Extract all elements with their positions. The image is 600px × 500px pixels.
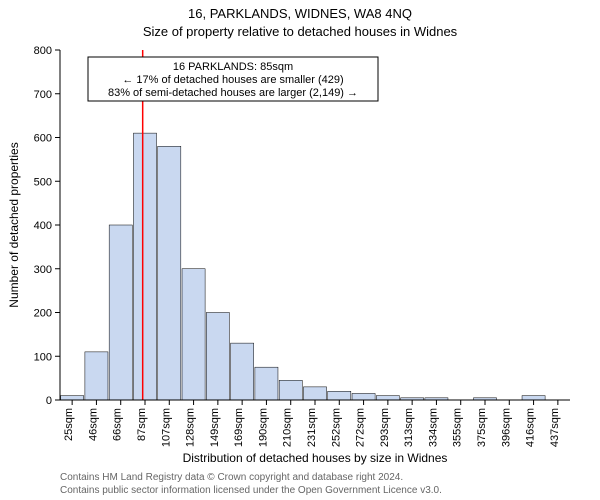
x-tick-label: 313sqm [403, 408, 415, 447]
y-tick-label: 300 [34, 264, 52, 276]
x-tick-label: 334sqm [427, 408, 439, 447]
x-tick-label: 355sqm [452, 408, 464, 447]
y-tick-label: 0 [46, 395, 52, 407]
x-tick-label: 190sqm [257, 408, 269, 447]
histogram-bar [255, 367, 278, 400]
x-tick-label: 416sqm [525, 408, 537, 447]
histogram-bar [352, 393, 375, 400]
histogram-bar [231, 343, 254, 400]
footer-line2: Contains public sector information licen… [60, 485, 442, 496]
y-tick-label: 400 [34, 220, 52, 232]
y-tick-label: 100 [34, 351, 52, 363]
x-tick-label: 149sqm [209, 408, 221, 447]
annotation-line2: ← 17% of detached houses are smaller (42… [122, 74, 343, 86]
x-tick-label: 107sqm [160, 408, 172, 447]
x-tick-label: 87sqm [136, 408, 148, 441]
footer-line1: Contains HM Land Registry data © Crown c… [60, 472, 403, 483]
x-tick-label: 252sqm [330, 408, 342, 447]
x-tick-label: 231sqm [306, 408, 318, 447]
histogram-bar [376, 396, 399, 400]
x-tick-label: 210sqm [282, 408, 294, 447]
y-tick-label: 700 [34, 89, 52, 101]
x-tick-label: 66sqm [112, 408, 124, 441]
histogram-bar [109, 225, 132, 400]
chart-svg: 16, PARKLANDS, WIDNES, WA8 4NQ Size of pr… [0, 0, 600, 500]
x-tick-label: 272sqm [355, 408, 367, 447]
x-tick-label: 437sqm [549, 408, 561, 447]
x-axis-label: Distribution of detached houses by size … [183, 451, 448, 465]
title-subtitle: Size of property relative to detached ho… [143, 24, 458, 39]
annotation-line3: 83% of semi-detached houses are larger (… [108, 87, 358, 99]
x-tick-label: 128sqm [185, 408, 197, 447]
histogram-bar [206, 313, 229, 401]
histogram-bar [133, 133, 156, 400]
y-tick-label: 800 [34, 45, 52, 57]
histogram-bar [303, 387, 326, 400]
y-tick-label: 500 [34, 176, 52, 188]
histogram-bar [85, 352, 108, 400]
property-size-chart: 16, PARKLANDS, WIDNES, WA8 4NQ Size of pr… [0, 0, 600, 500]
y-axis-label: Number of detached properties [7, 142, 21, 307]
y-tick-label: 600 [34, 133, 52, 145]
y-tick-label: 200 [34, 308, 52, 320]
title-address: 16, PARKLANDS, WIDNES, WA8 4NQ [188, 6, 412, 21]
histogram-bar [328, 391, 351, 400]
x-tick-label: 46sqm [87, 408, 99, 441]
annotation-line1: 16 PARKLANDS: 85sqm [173, 61, 293, 73]
histogram-bar [522, 396, 545, 400]
histogram-bar [61, 396, 84, 400]
x-tick-label: 169sqm [233, 408, 245, 447]
x-tick-label: 396sqm [500, 408, 512, 447]
x-tick-label: 375sqm [476, 408, 488, 447]
histogram-bar [279, 380, 302, 400]
x-tick-label: 25sqm [63, 408, 75, 441]
histogram-bar [158, 146, 181, 400]
histogram-bar [182, 269, 205, 400]
x-tick-label: 293sqm [379, 408, 391, 447]
